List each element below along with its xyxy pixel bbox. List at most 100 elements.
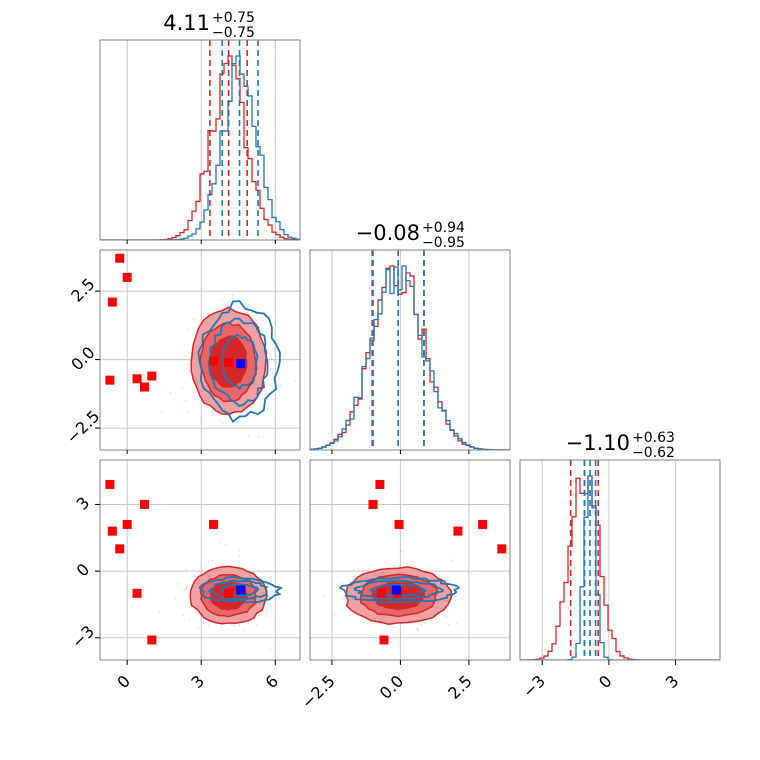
sample-dot — [200, 418, 203, 421]
sample-dot — [236, 420, 238, 423]
title-plus: +0.94 — [422, 220, 465, 236]
sample-dot — [185, 588, 188, 590]
panel-1-0 — [99, 249, 301, 451]
sample-dot — [439, 570, 442, 572]
panel-frame — [309, 249, 511, 451]
y-tick-label: 0.0 — [67, 343, 98, 374]
title-value: −1.10 — [566, 431, 630, 455]
sample-dot — [211, 559, 213, 562]
red-marker — [139, 499, 149, 509]
red-marker — [132, 588, 142, 598]
panel-frame — [99, 249, 301, 451]
sample-dot — [184, 354, 187, 357]
red-marker — [209, 519, 219, 529]
sample-dot — [177, 407, 180, 409]
sample-dot — [269, 649, 272, 651]
y-tick-label: 0 — [73, 560, 94, 581]
sample-dot — [400, 550, 403, 553]
sample-dot — [349, 615, 352, 617]
red-marker — [497, 544, 507, 554]
panel-frame — [99, 39, 301, 241]
sample-dot — [234, 412, 237, 414]
panel-content — [100, 460, 300, 660]
red-marker — [147, 371, 157, 381]
sample-dot — [224, 305, 227, 308]
panel-content — [310, 460, 510, 660]
sample-dot — [234, 625, 236, 627]
sample-dot — [270, 357, 273, 360]
sample-dot — [424, 621, 426, 623]
panel-title-0: 4.11 +0.75−0.75 — [163, 10, 255, 41]
sample-dot — [195, 613, 197, 615]
sample-dot — [238, 549, 240, 551]
red-marker — [132, 374, 142, 384]
sample-dot — [277, 379, 280, 382]
sample-dot — [276, 361, 278, 363]
sample-dot — [185, 568, 188, 571]
red-marker — [115, 544, 125, 554]
sample-dot — [188, 619, 191, 622]
truth-marker — [236, 359, 246, 369]
sample-dot — [184, 588, 186, 590]
red-marker — [368, 499, 378, 509]
sample-dot — [275, 355, 278, 357]
sample-dot — [257, 436, 260, 438]
sample-dot — [265, 615, 268, 618]
sample-dot — [177, 582, 180, 585]
sample-dot — [219, 419, 222, 422]
red-marker — [115, 253, 125, 263]
x-tick-label: 0 — [595, 671, 616, 692]
contour-blue — [221, 333, 259, 391]
sample-dot — [238, 624, 241, 627]
title-minus: −0.95 — [422, 235, 465, 251]
sample-dot — [248, 434, 250, 437]
sample-dot — [211, 409, 213, 412]
panel-bg — [520, 460, 720, 660]
sample-dot — [451, 559, 454, 562]
red-marker — [379, 635, 389, 645]
panel-content — [100, 250, 300, 450]
sample-dot — [193, 398, 196, 401]
red-marker — [122, 519, 132, 529]
sample-dot — [192, 318, 195, 321]
title-plus: +0.63 — [632, 430, 675, 446]
truth-marker — [391, 585, 401, 595]
red-marker — [394, 519, 404, 529]
red-marker — [375, 479, 385, 489]
sample-dot — [222, 421, 224, 424]
sample-dot — [238, 555, 240, 557]
panel-0-0 — [99, 39, 301, 241]
sample-dot — [185, 363, 188, 366]
sample-dot — [466, 571, 469, 573]
sample-dot — [342, 598, 344, 601]
sample-dot — [448, 605, 451, 607]
panel-bg — [310, 460, 510, 660]
title-minus: −0.75 — [212, 25, 255, 41]
sample-dot — [221, 299, 223, 301]
panel-frame — [519, 459, 721, 661]
sample-dot — [416, 628, 419, 631]
panel-2-2 — [519, 459, 721, 661]
contour-blue — [207, 317, 269, 408]
title-value: 4.11 — [163, 11, 210, 35]
x-tick-label: 6 — [261, 671, 282, 692]
sample-dot — [180, 588, 183, 591]
red-marker — [107, 297, 117, 307]
contour-blue — [220, 583, 261, 597]
red-marker — [105, 375, 115, 385]
sample-dot — [169, 391, 172, 394]
sample-dot — [158, 611, 161, 614]
sample-dot — [188, 370, 191, 372]
sample-dot — [231, 623, 233, 626]
red-marker — [147, 635, 157, 645]
sample-dot — [208, 624, 210, 627]
sample-dot — [280, 384, 283, 386]
sample-dot — [265, 392, 267, 395]
red-marker — [376, 588, 386, 598]
sample-dot — [210, 414, 212, 417]
sample-dot — [202, 622, 205, 624]
sample-dot — [363, 621, 365, 624]
x-tick-label: 0.0 — [376, 671, 407, 702]
sample-dot — [454, 595, 457, 598]
panel-frame — [309, 459, 511, 661]
